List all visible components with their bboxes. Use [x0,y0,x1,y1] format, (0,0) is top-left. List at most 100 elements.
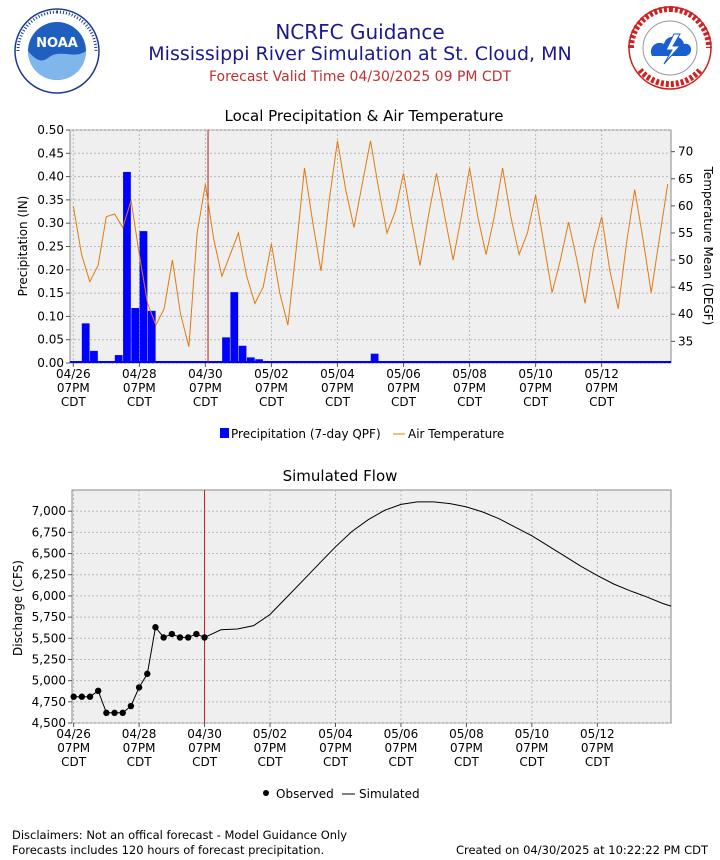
precip-bar [246,357,255,363]
chart2-ytick-label: 4,750 [32,695,66,709]
chart1-legend: Precipitation (7-day QPF) Air Temperatur… [220,427,504,441]
chart1-xtick-date: 04/26 [56,367,91,381]
chart1-ylabel: Precipitation (IN) [16,196,30,297]
chart2-xtick-date: 05/10 [515,727,550,741]
observed-point [78,693,86,700]
chart1-y2tick-label: 65 [678,172,693,186]
observed-point [176,634,184,641]
chart2-xtick-date: 05/02 [253,727,288,741]
precip-bar [370,353,379,363]
simulated-flow-chart: Simulated Flow 4,500 4,750 5,000 5,250 5,500… [11,467,672,801]
chart2-ytick-label: 6,000 [32,589,66,603]
chart1-xtick-date: 05/06 [386,367,421,381]
chart2-xtick-tz: CDT [585,755,611,769]
chart2-xtick-time: 07PM [188,741,221,755]
chart1-xtick-tz: CDT [589,395,615,409]
chart2-xtick-tz: CDT [519,755,545,769]
chart2-legend: Observed Simulated [263,787,420,801]
chart1-ytick-label: 0.05 [37,333,64,347]
chart2-ytick-label: 6,750 [32,525,66,539]
chart2-xtick-time: 07PM [581,741,614,755]
chart1-ytick-label: 0.45 [37,146,64,160]
precip-bar [230,292,239,363]
chart1-y2tick-label: 45 [678,280,693,294]
chart1-xtick-date: 04/30 [188,367,223,381]
chart2-xtick-date: 05/06 [384,727,419,741]
observed-point [135,684,143,691]
chart1-ytick-label: 0.15 [37,286,64,300]
chart1-xtick-tz: CDT [259,395,285,409]
chart2-xtick-tz: CDT [454,755,480,769]
chart2-xtick-tz: CDT [127,755,153,769]
precip-bar [131,308,140,363]
chart2-xtick-tz: CDT [192,755,218,769]
observed-point [119,709,126,717]
page-title: NCRFC Guidance [275,20,445,44]
chart2-ytick-label: 7,000 [32,504,66,518]
observed-point [127,702,135,710]
chart2-xtick-date: 05/04 [318,727,353,741]
chart1-xtick-tz: CDT [523,395,549,409]
legend-precip-swatch [220,428,229,438]
page-subtitle: Mississippi River Simulation at St. Clou… [148,43,572,65]
chart2-xtick-tz: CDT [388,755,414,769]
observed-point [201,634,208,641]
observed-point [144,670,151,678]
chart2-ytick-label: 5,500 [32,631,66,645]
chart2-ylabel: Discharge (CFS) [11,560,25,656]
chart1-xtick-time: 07PM [189,381,222,395]
chart1-xtick-tz: CDT [391,395,417,409]
chart1-title: Local Precipitation & Air Temperature [224,107,503,125]
chart1-xtick-date: 05/02 [254,367,289,381]
chart1-xtick-tz: CDT [61,395,87,409]
precip-bar [114,355,123,363]
observed-point [111,709,118,717]
chart1-ytick-label: 0.50 [37,123,64,137]
chart1-xtick-time: 07PM [123,381,156,395]
precip-bar [255,359,263,363]
observed-point [152,624,159,631]
chart1-xtick-date: 05/04 [320,367,355,381]
chart1-xtick-time: 07PM [387,381,420,395]
chart2-ytick-label: 5,000 [32,674,66,688]
chart1-xtick-tz: CDT [457,395,483,409]
chart1-y2tick-label: 70 [678,145,693,159]
chart2-xtick-time: 07PM [385,741,418,755]
chart1-ytick-label: 0.40 [37,170,64,184]
chart2-xtick-tz: CDT [323,755,349,769]
chart1-xtick-time: 07PM [57,381,90,395]
legend-observed-label: Observed [276,787,334,801]
chart1-xtick-time: 07PM [255,381,288,395]
chart2-ytick-label: 5,250 [32,652,66,666]
chart1-ytick-label: 0.00 [37,356,64,370]
noaa-logo: NOAA [14,8,100,94]
legend-simulated-label: Simulated [359,787,420,801]
observed-point [168,630,176,638]
chart2-ytick-label: 4,500 [32,716,66,730]
precip-bar [238,345,247,363]
precip-bar [222,337,230,363]
chart2-xtick-date: 04/26 [56,727,91,741]
chart2-xtick-date: 04/28 [122,727,157,741]
chart1-y2tick-label: 60 [678,199,693,213]
precip-bar [90,350,98,363]
air-temperature-line [72,140,669,347]
chart1-xtick-date: 05/10 [518,367,553,381]
precip-temp-chart: Local Precipitation & Air Temperature 0.… [16,107,715,441]
legend-temp-label: Air Temperature [408,427,504,441]
observed-point [160,634,167,641]
forecast-valid-time: Forecast Valid Time 04/30/2025 09 PM CDT [208,69,512,85]
chart1-y2tick-label: 35 [678,334,693,348]
chart2-xtick-tz: CDT [61,755,87,769]
observed-point [70,693,77,700]
chart1-ytick-label: 0.20 [37,263,64,277]
chart1-xtick-time: 07PM [519,381,552,395]
chart1-xtick-tz: CDT [193,395,219,409]
legend-precip-label: Precipitation (7-day QPF) [231,427,381,441]
chart1-xtick-date: 04/28 [122,367,157,381]
chart1-xtick-time: 07PM [453,381,486,395]
chart1-y2tick-label: 40 [678,307,693,321]
simulated-line [204,501,672,638]
chart1-ytick-label: 0.35 [37,193,64,207]
chart2-xtick-time: 07PM [57,741,90,755]
